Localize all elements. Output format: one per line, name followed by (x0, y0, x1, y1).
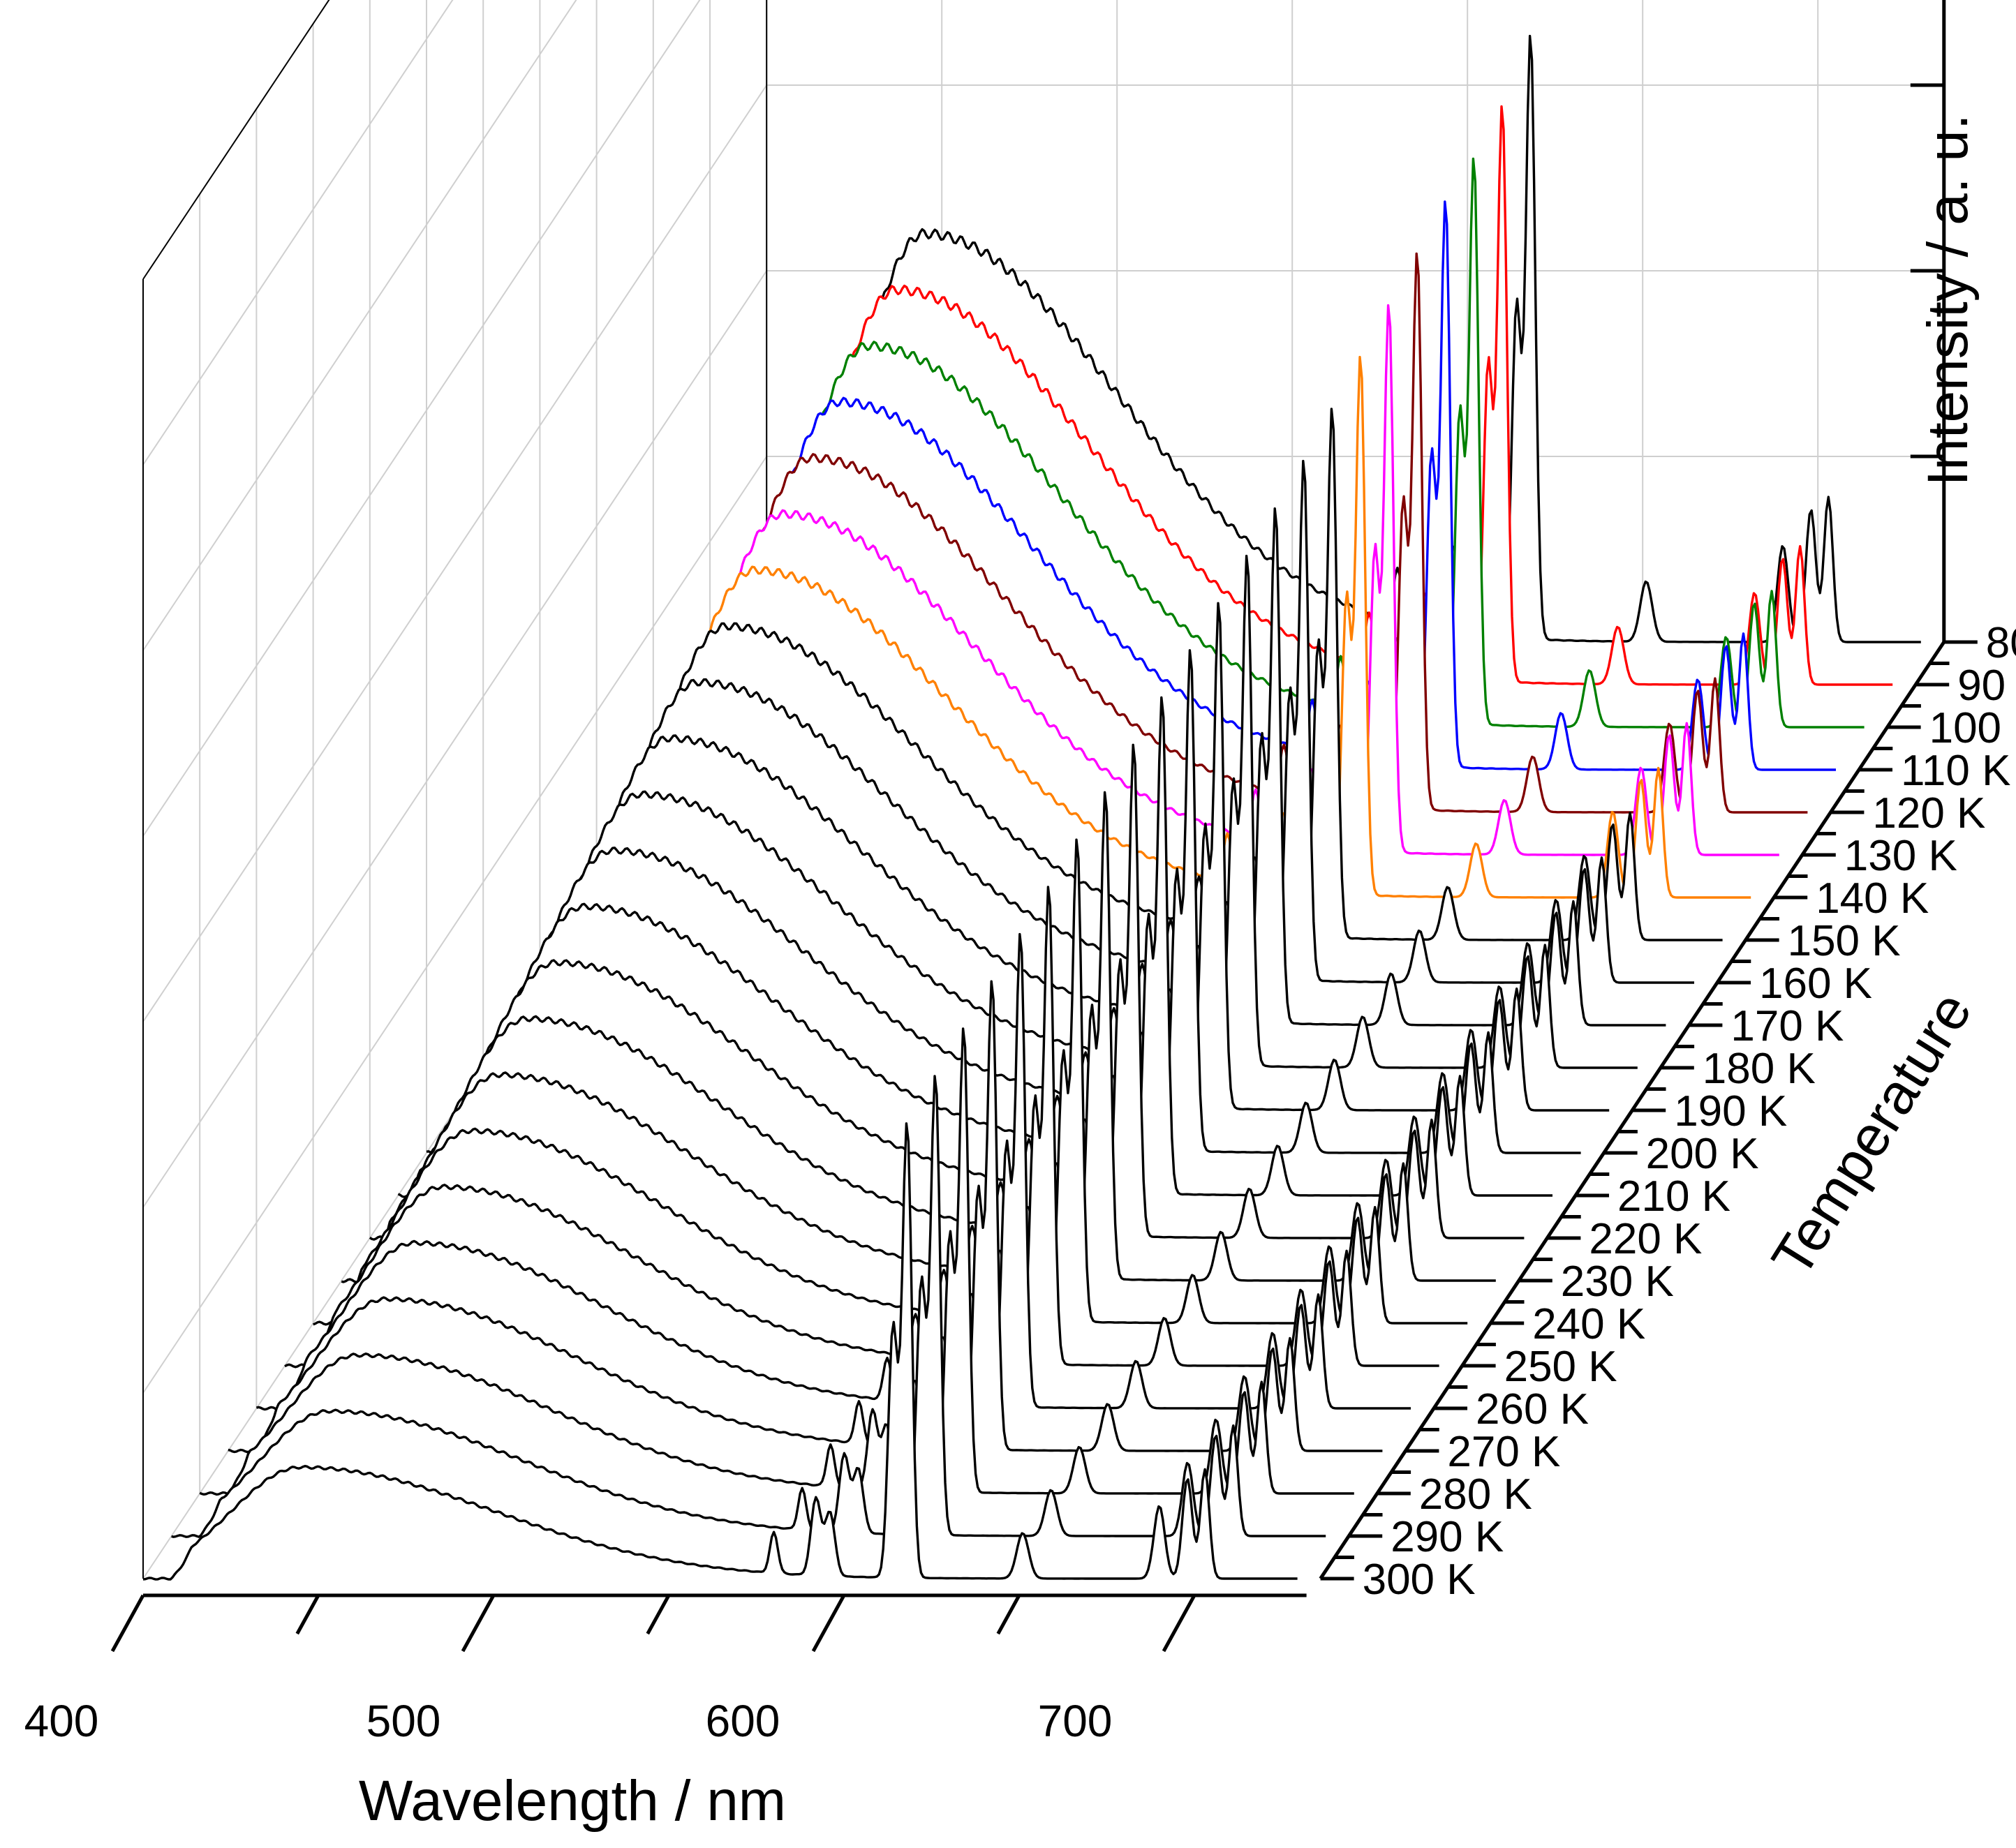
x-tick-label-500: 500 (366, 1696, 441, 1746)
temperature-label-220: 220 K (1589, 1215, 1702, 1263)
wall-gridline (142, 270, 768, 1208)
temperature-label-190: 190 K (1674, 1087, 1787, 1135)
spectrum-mask-200 (427, 650, 1583, 1155)
spectrum-line-220K (369, 743, 1525, 1241)
temperature-label-290: 290 K (1391, 1513, 1504, 1561)
wall-gridline (142, 0, 701, 837)
spectrum-mask-230 (341, 792, 1498, 1283)
x-major-tick (461, 1594, 496, 1653)
x-minor-tick (996, 1594, 1021, 1635)
wall-gridline (142, 84, 768, 1022)
temperature-label-270: 270 K (1447, 1428, 1560, 1476)
spectrum-mask-240 (313, 840, 1470, 1325)
temperature-label-240: 240 K (1532, 1300, 1645, 1348)
temperature-label-110: 110 K (1901, 747, 2010, 795)
x-tick-label-400: 400 (24, 1696, 99, 1746)
temperature-label-150: 150 K (1788, 917, 1901, 965)
spectrum-line-290K (171, 1075, 1326, 1538)
temperature-label-260: 260 K (1476, 1385, 1589, 1433)
temperature-label-230: 230 K (1561, 1258, 1674, 1306)
x-major-tick (110, 1594, 145, 1653)
temperature-label-250: 250 K (1504, 1343, 1617, 1391)
x-minor-tick (646, 1594, 671, 1635)
spectrum-line-120K (652, 252, 1808, 817)
temperature-label-300: 300 K (1363, 1556, 1476, 1604)
temperature-label-180: 180 K (1703, 1045, 1816, 1093)
spectrum-line-190K (454, 602, 1610, 1114)
spectrum-line-150K (567, 408, 1723, 944)
y-axis-title: Intensity / a. u. (1916, 114, 1980, 486)
spectrum-mask-270 (228, 981, 1385, 1452)
spectrum-line-210K (397, 696, 1552, 1199)
x-tick-label-600: 600 (706, 1696, 780, 1746)
spectrum-line-170K (511, 507, 1666, 1029)
temperature-tick-labels: 80 K 90 K 100 K 110 K 120 K 130 K 140 K … (1363, 619, 2016, 1604)
spectrum-line-270K (228, 980, 1383, 1454)
wall-gridline (142, 456, 768, 1394)
temperature-label-170: 170 K (1730, 1002, 1844, 1050)
temperature-label-120: 120 K (1872, 789, 1985, 837)
temperature-label-280: 280 K (1419, 1470, 1532, 1519)
x-tick-labels: 400 500 600 700 (24, 1696, 1113, 1746)
temperature-label-160: 160 K (1759, 960, 1872, 1008)
x-tick-label-700: 700 (1038, 1696, 1113, 1746)
chart-axes (110, 0, 1978, 1653)
spectrum-line-200K (426, 649, 1581, 1156)
spectrum-line-240K (313, 838, 1468, 1326)
temperature-label-140: 140 K (1816, 874, 1929, 923)
spectrum-line-130K (624, 304, 1779, 858)
spectrum-mask-300 (143, 1123, 1300, 1580)
wall-gridline (142, 0, 577, 651)
x-major-tick (1162, 1594, 1196, 1653)
temperature-label-130: 130 K (1844, 832, 1957, 880)
spectrum-line-160K (539, 459, 1694, 986)
spectrum-mask-260 (256, 934, 1413, 1410)
spectrum-mask-210 (398, 697, 1555, 1198)
temperature-label-200: 200 K (1646, 1130, 1759, 1178)
temperature-label-210: 210 K (1617, 1172, 1730, 1221)
temperature-label-90: 90 K (1957, 662, 2016, 710)
temperature-label-100: 100 K (1929, 704, 2016, 752)
spectrum-mask-250 (285, 887, 1441, 1367)
spectrum-line-250K (284, 886, 1439, 1369)
spectrum-mask-220 (369, 745, 1527, 1240)
spectrum-line-230K (341, 791, 1496, 1283)
spectrum-line-180K (482, 554, 1638, 1071)
spectrum-line-300K (142, 1122, 1298, 1581)
spectrum-line-280K (199, 1027, 1354, 1496)
x-minor-tick (295, 1594, 320, 1635)
spectra-series (142, 34, 1923, 1581)
spectrum-line-260K (255, 932, 1411, 1411)
x-major-tick (811, 1594, 846, 1653)
spectrum-line-140K (596, 355, 1751, 901)
x-axis-title: Wavelength / nm (359, 1769, 786, 1833)
wall-gridline (142, 0, 454, 465)
wall-top-edge (142, 0, 330, 280)
temperature-label-80: 80 K (1986, 619, 2016, 667)
